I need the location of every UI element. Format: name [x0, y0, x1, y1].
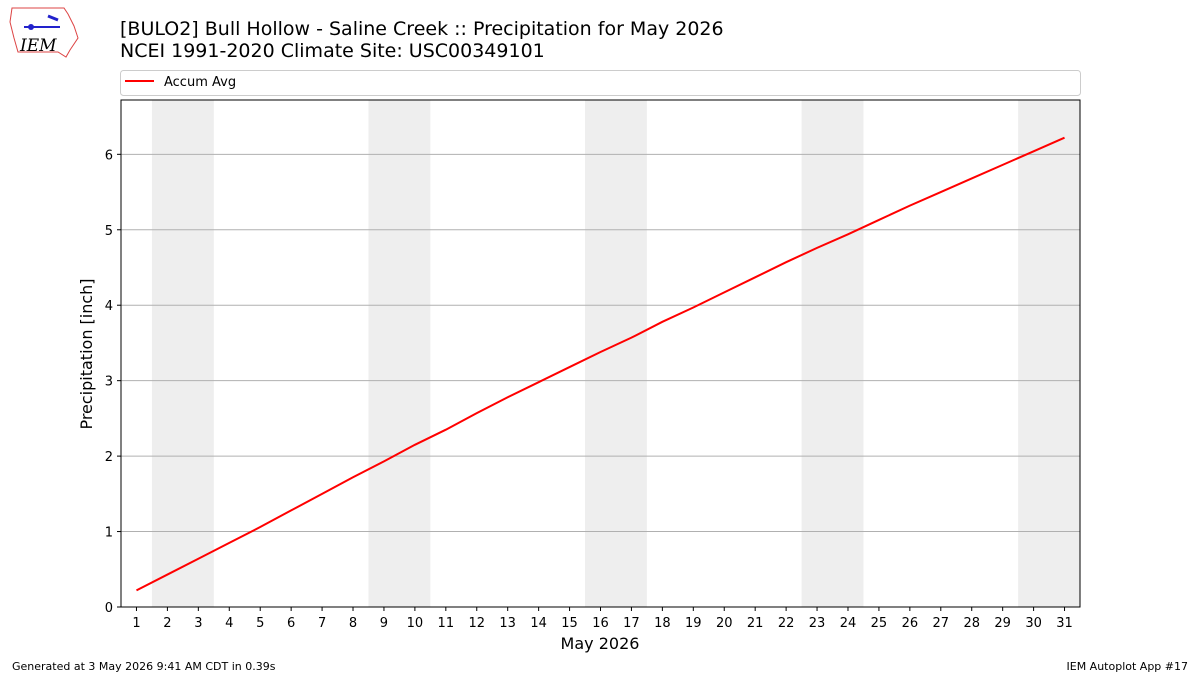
- x-tick-label: 19: [685, 616, 702, 631]
- x-tick-label: 4: [225, 616, 233, 631]
- y-tick-label: 1: [105, 526, 113, 541]
- x-tick-label: 29: [994, 616, 1011, 631]
- x-tick-label: 25: [871, 616, 888, 631]
- x-tick-label: 6: [287, 616, 295, 631]
- data-line: [136, 136, 1065, 592]
- x-tick-label: 10: [407, 616, 424, 631]
- plot-frame: [120, 99, 1081, 608]
- x-tick-label: 3: [194, 616, 202, 631]
- logo-text: IEM: [19, 36, 57, 56]
- x-tick-label: 12: [468, 616, 485, 631]
- x-tick-label: 22: [778, 616, 795, 631]
- weekend-shade: [801, 100, 864, 607]
- x-tick-label: 14: [530, 616, 547, 631]
- x-tick-label: 17: [623, 616, 640, 631]
- x-tick-label: 20: [716, 616, 733, 631]
- x-tick-label: 27: [933, 616, 950, 631]
- x-tick-label: 5: [256, 616, 264, 631]
- chart-title: [BULO2] Bull Hollow - Saline Creek :: Pr…: [120, 18, 724, 40]
- x-tick-label: 15: [561, 616, 578, 631]
- y-tick-label: 6: [105, 148, 113, 163]
- x-tick-label: 31: [1056, 616, 1073, 631]
- x-tick-label: 23: [809, 616, 826, 631]
- x-axis-label: May 2026: [561, 634, 640, 653]
- weekend-shade: [585, 100, 647, 607]
- footer-right: IEM Autoplot App #17: [1067, 660, 1189, 673]
- y-axis-label: Precipitation [inch]: [77, 278, 96, 429]
- weekend-shade: [151, 100, 214, 607]
- footer-left: Generated at 3 May 2026 9:41 AM CDT in 0…: [12, 660, 276, 673]
- x-tick-label: 24: [840, 616, 857, 631]
- x-tick-label: 30: [1025, 616, 1042, 631]
- x-tick-label: 7: [318, 616, 326, 631]
- x-tick-label: 18: [654, 616, 671, 631]
- y-tick-label: 2: [105, 450, 113, 465]
- weekend-shade: [1018, 100, 1080, 607]
- y-tick-label: 0: [105, 601, 113, 616]
- legend-box: [120, 70, 1081, 96]
- legend-label: Accum Avg: [164, 75, 236, 90]
- x-tick-label: 2: [163, 616, 171, 631]
- x-tick-label: 16: [592, 616, 609, 631]
- x-tick-label: 11: [438, 616, 455, 631]
- x-tick-label: 28: [963, 616, 980, 631]
- x-tick-label: 21: [747, 616, 764, 631]
- chart-subtitle: NCEI 1991-2020 Climate Site: USC00349101: [120, 40, 545, 62]
- x-tick-label: 1: [132, 616, 140, 631]
- y-tick-label: 3: [105, 375, 113, 390]
- weekend-shade: [368, 100, 431, 607]
- y-tick-label: 4: [105, 299, 113, 314]
- y-tick-label: 5: [105, 224, 113, 239]
- x-tick-label: 13: [499, 616, 516, 631]
- x-tick-label: 8: [349, 616, 357, 631]
- x-tick-label: 26: [902, 616, 919, 631]
- x-tick-label: 9: [380, 616, 388, 631]
- logo: IEM: [9, 7, 79, 58]
